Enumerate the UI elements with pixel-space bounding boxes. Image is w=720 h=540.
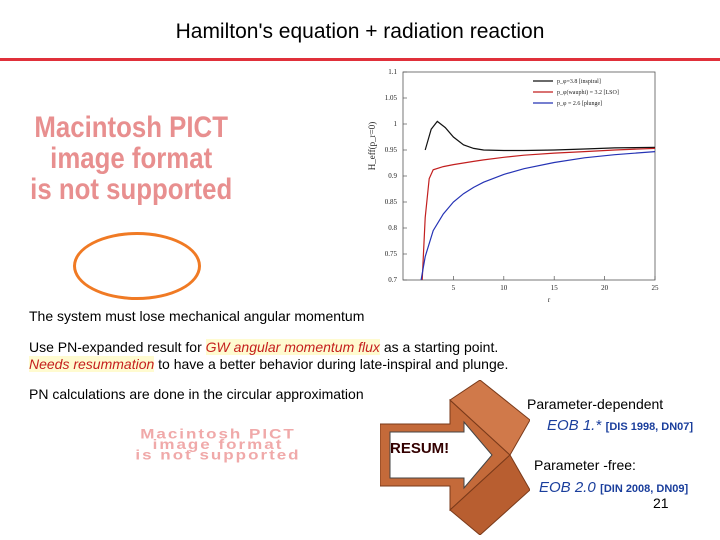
resum-label: RESUM! bbox=[390, 440, 450, 457]
parameter-dependent-label: Parameter-dependent bbox=[527, 396, 664, 412]
text-segment: as a starting point. bbox=[379, 339, 499, 355]
legend-label-1: p_φ(wauphi) = 3.2 [LSO] bbox=[557, 89, 619, 96]
y-axis-label: H_eff(p_r=0) bbox=[367, 122, 377, 170]
text-line-3: Needs resummation to have a better behav… bbox=[29, 356, 508, 373]
x-tick-label: 5 bbox=[452, 284, 456, 292]
text-segment: Use PN-expanded result for bbox=[29, 339, 206, 355]
y-tick-label: 1 bbox=[394, 120, 398, 128]
unsupported-image-placeholder-bottom: Macintosh PICT image format is not suppo… bbox=[78, 426, 358, 463]
x-tick-label: 10 bbox=[500, 284, 508, 292]
series-line-2 bbox=[420, 151, 656, 281]
placeholder-line: is not supported bbox=[135, 447, 301, 463]
y-tick-label: 0.85 bbox=[385, 198, 398, 206]
x-tick-label: 20 bbox=[601, 284, 609, 292]
x-tick-label: 15 bbox=[551, 284, 559, 292]
series-line-1 bbox=[421, 147, 656, 281]
legend-label-0: p_φ=3.8 [inspiral] bbox=[557, 79, 601, 85]
hamiltonian-plot: 0.7 0.75 0.8 0.85 0.9 0.95 1 1.05 1.1 5 10 15 20 25 r H… bbox=[367, 68, 659, 302]
parameter-free-label: Parameter -free: bbox=[534, 457, 636, 473]
eob1-citation: [DIS 1998, DN07] bbox=[605, 421, 694, 433]
y-tick-label: 1.1 bbox=[388, 68, 397, 76]
y-tick-label: 0.75 bbox=[385, 250, 398, 258]
text-line-4: PN calculations are done in the circular… bbox=[29, 386, 364, 402]
text-segment: to have a better behavior during late-in… bbox=[154, 356, 509, 372]
title-divider bbox=[0, 58, 720, 61]
emphasis-gw-flux: GW angular momentum flux bbox=[205, 339, 380, 355]
eob1-line: EOB 1.* [DIS 1998, DN07] bbox=[547, 417, 693, 435]
series-line-0 bbox=[424, 120, 656, 152]
placeholder-line: Macintosh PICT bbox=[140, 426, 296, 442]
page-number: 21 bbox=[653, 495, 669, 511]
legend-label-2: p_φ = 2.6 [plunge] bbox=[557, 101, 602, 107]
eob2-label: EOB 2.0 bbox=[539, 479, 596, 496]
eob1-label: EOB 1.* bbox=[547, 417, 602, 434]
eob2-line: EOB 2.0 [DIN 2008, DN09] bbox=[539, 479, 688, 497]
y-tick-label: 0.7 bbox=[388, 276, 397, 284]
emphasis-resummation: Needs resummation bbox=[29, 356, 155, 372]
y-tick-label: 1.05 bbox=[385, 94, 398, 102]
highlight-oval bbox=[73, 232, 201, 300]
y-tick-label: 0.9 bbox=[388, 172, 397, 180]
placeholder-line: is not supported bbox=[30, 173, 233, 206]
plot-frame bbox=[402, 71, 656, 281]
slide-title: Hamilton's equation + radiation reaction bbox=[175, 20, 545, 43]
eob2-citation: [DIN 2008, DN09] bbox=[600, 483, 689, 495]
x-tick-label: 25 bbox=[652, 284, 660, 292]
x-axis-label: r bbox=[548, 296, 551, 302]
branch-arrow bbox=[380, 380, 530, 535]
y-tick-label: 0.8 bbox=[388, 224, 397, 232]
placeholder-line: Macintosh PICT bbox=[34, 111, 228, 144]
placeholder-line: image format bbox=[50, 142, 213, 175]
plot-area: 0.7 0.75 0.8 0.85 0.9 0.95 1 1.05 1.1 5 10 15 20 25 r H… bbox=[367, 68, 659, 302]
text-line-1: The system must lose mechanical angular … bbox=[29, 308, 365, 324]
placeholder-line: image format bbox=[152, 436, 284, 453]
y-tick-label: 0.95 bbox=[385, 146, 398, 154]
unsupported-image-placeholder-top: Macintosh PICT image format is not suppo… bbox=[28, 112, 234, 205]
text-line-2: Use PN-expanded result for GW angular mo… bbox=[29, 339, 498, 356]
